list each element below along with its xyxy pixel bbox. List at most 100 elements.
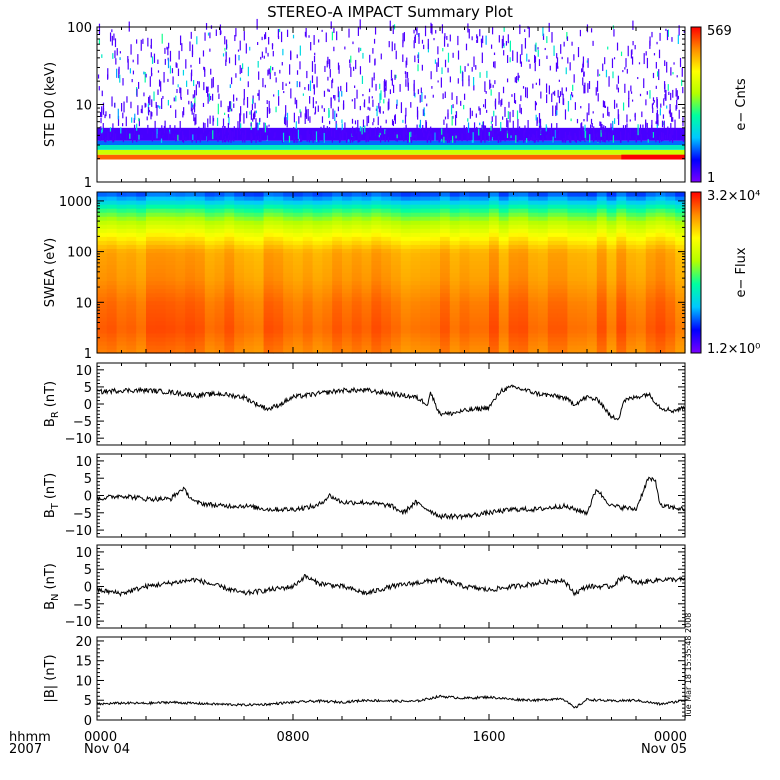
heatmap-speckle <box>288 81 291 84</box>
heatmap-cell <box>253 276 265 282</box>
heatmap-speckle <box>384 129 386 135</box>
heatmap-cell <box>116 208 127 213</box>
heatmap-speckle <box>256 122 258 133</box>
heatmap-cell <box>391 268 402 274</box>
heatmap-speckle <box>226 138 228 142</box>
heatmap-cell <box>214 272 225 278</box>
heatmap-cell <box>381 320 392 326</box>
heatmap-cell <box>204 272 216 278</box>
heatmap-cell <box>332 328 343 334</box>
heatmap-cell <box>155 196 167 201</box>
heatmap-cell <box>577 344 588 350</box>
heatmap-cell <box>351 248 363 253</box>
heatmap-cell <box>479 348 490 354</box>
heatmap-cell <box>253 328 265 334</box>
heatmap-cell <box>293 268 304 274</box>
heatmap-cell <box>175 224 186 229</box>
heatmap-speckle <box>167 131 170 141</box>
heatmap-cell <box>665 328 676 334</box>
heatmap-cell <box>224 340 235 346</box>
heatmap-cell <box>106 192 118 197</box>
heatmap-cell <box>351 224 363 229</box>
heatmap-speckle <box>265 47 267 54</box>
heatmap-speckle <box>254 127 256 136</box>
heatmap-cell <box>449 224 461 229</box>
heatmap-speckle <box>163 125 166 134</box>
heatmap-cell <box>224 200 235 205</box>
heatmap-speckle <box>130 101 132 109</box>
heatmap-cell <box>106 340 118 346</box>
heatmap-speckle <box>449 34 451 42</box>
heatmap-speckle <box>322 131 325 143</box>
heatmap-cell <box>538 340 549 346</box>
heatmap-cell <box>283 248 294 253</box>
heatmap-speckle <box>613 29 615 37</box>
heatmap-cell <box>381 336 392 342</box>
heatmap-cell <box>224 252 235 257</box>
heatmap-speckle <box>337 106 339 112</box>
heatmap-cell <box>489 204 500 209</box>
heatmap-cell <box>577 220 588 225</box>
heatmap-speckle <box>304 31 307 37</box>
heatmap-cell <box>312 300 323 306</box>
heatmap-cell <box>322 252 333 257</box>
heatmap-speckle <box>302 93 304 96</box>
heatmap-cell <box>626 324 637 330</box>
heatmap-speckle <box>558 96 561 104</box>
heatmap-cell <box>136 220 147 225</box>
y-tick-label: 5 <box>84 694 92 709</box>
heatmap-cell <box>195 332 206 338</box>
heatmap-cell <box>557 308 568 314</box>
heatmap-speckle <box>192 104 194 110</box>
heatmap-cell <box>273 328 284 334</box>
heatmap-cell <box>146 348 157 354</box>
heatmap-cell <box>234 212 245 217</box>
heatmap-cell <box>332 204 343 209</box>
heatmap-cell <box>234 228 245 233</box>
heatmap-speckle <box>315 101 317 104</box>
heatmap-cell <box>616 300 627 306</box>
heatmap-speckle <box>574 102 576 110</box>
heatmap-cell <box>234 232 245 237</box>
heatmap-cell <box>508 236 519 241</box>
heatmap-speckle <box>338 139 341 143</box>
heatmap-speckle <box>203 66 205 70</box>
heatmap-speckle <box>228 107 230 113</box>
heatmap-speckle <box>511 94 513 97</box>
heatmap-speckle <box>524 29 526 33</box>
heatmap-cell <box>273 312 284 318</box>
heatmap-speckle <box>160 81 162 92</box>
heatmap-cell <box>263 252 274 257</box>
heatmap-cell <box>440 332 451 338</box>
heatmap-cell <box>97 252 108 257</box>
heatmap-speckle <box>658 69 660 81</box>
heatmap-speckle <box>659 32 661 41</box>
heatmap-cell <box>508 324 519 330</box>
heatmap-cell <box>165 260 176 266</box>
heatmap-speckle <box>626 68 628 74</box>
time-tick-label: 0800 <box>276 730 309 745</box>
heatmap-speckle <box>552 91 554 95</box>
heatmap-speckle <box>404 114 407 124</box>
heatmap-cell <box>410 276 421 282</box>
heatmap-cell <box>420 240 431 245</box>
heatmap-speckle <box>635 139 637 143</box>
heatmap-speckle <box>255 136 257 143</box>
heatmap-cell <box>528 304 539 310</box>
heatmap-cell <box>165 272 176 278</box>
heatmap-cell <box>596 308 608 314</box>
heatmap-cell <box>126 308 137 314</box>
heatmap-cell <box>234 304 245 310</box>
heatmap-cell <box>596 236 608 241</box>
heatmap-cell <box>214 248 225 253</box>
heatmap-cell <box>312 236 323 241</box>
heatmap-cell <box>224 316 235 322</box>
heatmap-speckle <box>611 58 614 69</box>
heatmap-speckle <box>491 136 493 141</box>
heatmap-speckle <box>498 35 500 43</box>
heatmap-speckle <box>178 130 180 141</box>
heatmap-cell <box>214 280 225 286</box>
heatmap-speckle <box>546 55 548 60</box>
